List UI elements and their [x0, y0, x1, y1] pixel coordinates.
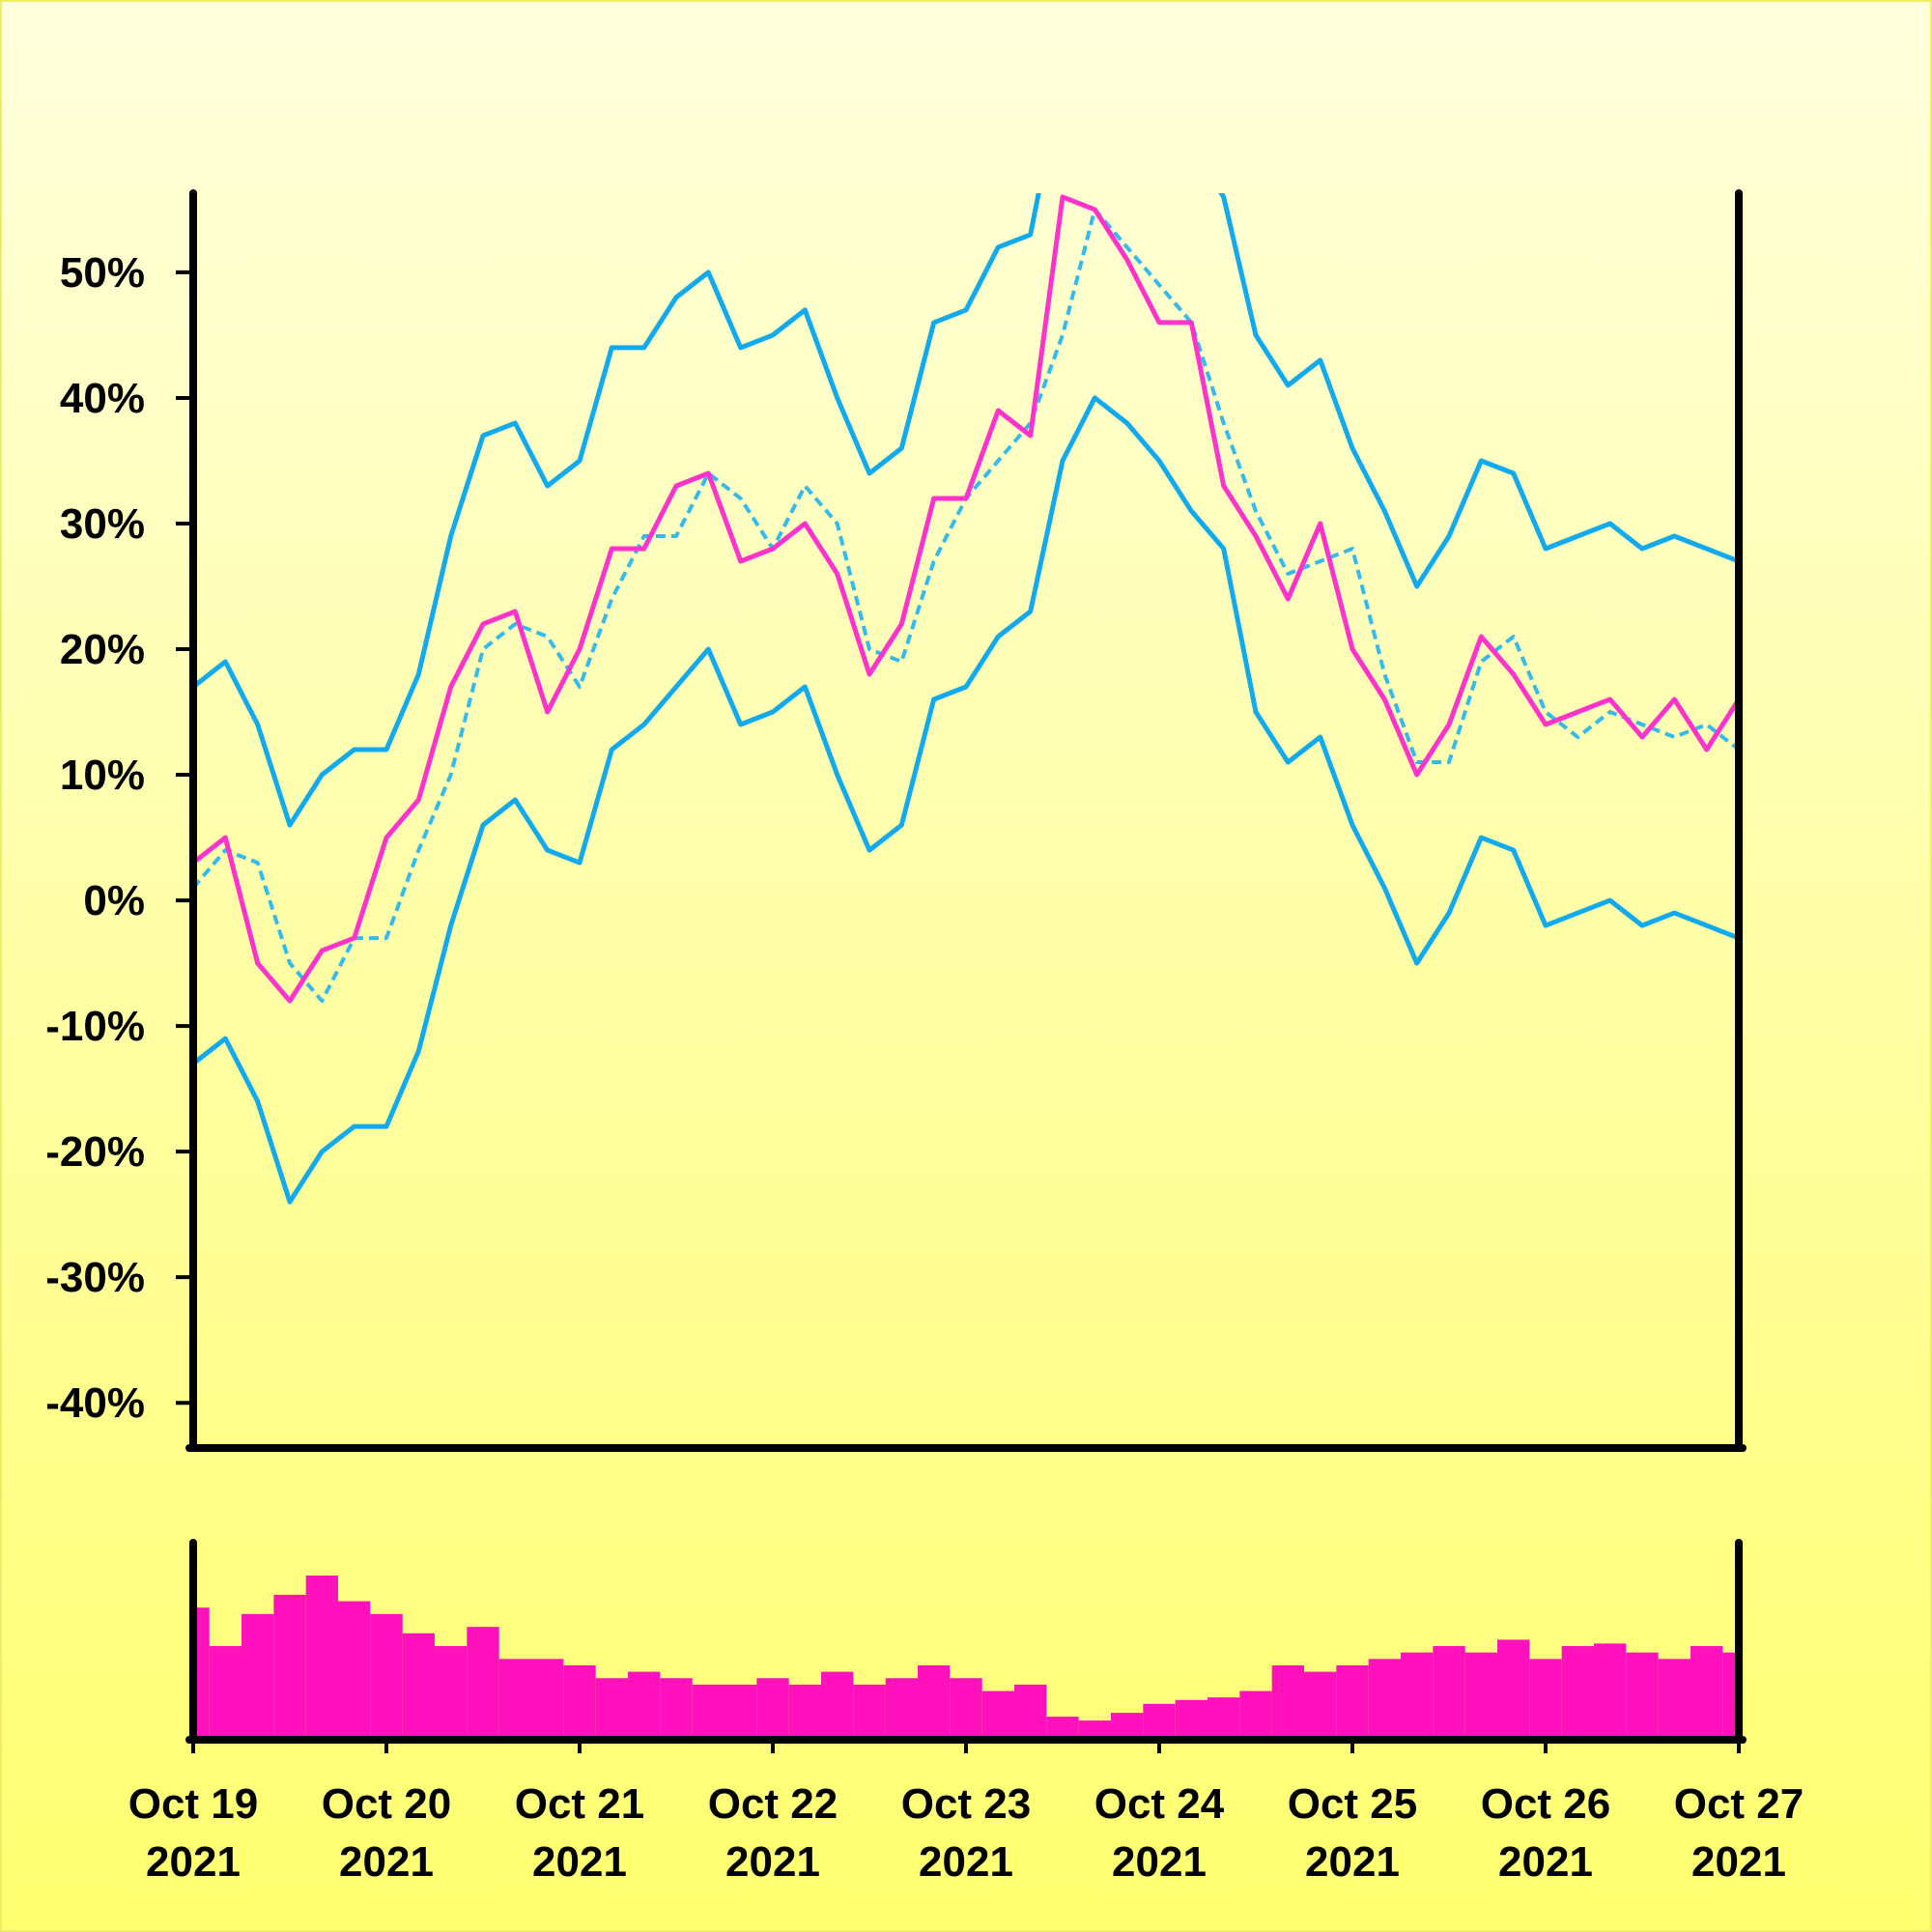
- volume-bar: [1046, 1717, 1079, 1736]
- y-tick-label: 40%: [60, 375, 145, 422]
- volume-bar: [1433, 1646, 1465, 1736]
- volume-bar: [692, 1684, 724, 1736]
- volume-bar: [531, 1659, 564, 1736]
- volume-bar: [402, 1633, 435, 1736]
- y-tick-label: -40%: [45, 1379, 145, 1427]
- y-tick-label: -20%: [45, 1128, 145, 1176]
- volume-bar: [338, 1601, 371, 1736]
- volume-bar: [1690, 1646, 1723, 1736]
- volume-bar: [1143, 1703, 1176, 1736]
- volume-bar: [853, 1684, 886, 1736]
- volume-bar: [563, 1664, 596, 1736]
- y-tick-label: 20%: [60, 626, 145, 673]
- volume-bar: [273, 1594, 306, 1736]
- volume-bar: [821, 1671, 854, 1736]
- volume-bar: [1239, 1690, 1272, 1736]
- x-tick-label: Oct 24 2021: [1094, 1780, 1225, 1886]
- volume-bar: [628, 1671, 661, 1736]
- y-tick-label: 10%: [60, 752, 145, 799]
- series-line: [193, 194, 1739, 1004]
- volume-bar: [1304, 1671, 1337, 1736]
- y-tick-label: -10%: [45, 1003, 145, 1050]
- volume-bar: [1497, 1639, 1530, 1736]
- volume-bar: [1111, 1713, 1144, 1736]
- volume-bar: [305, 1576, 338, 1736]
- volume-bar: [435, 1646, 468, 1736]
- x-tick-label: Oct 23 2021: [901, 1780, 1032, 1886]
- volume-bar: [1594, 1643, 1627, 1736]
- volume-bar: [1336, 1664, 1369, 1736]
- volume-bar: [1561, 1646, 1594, 1736]
- x-tick-label: Oct 27 2021: [1674, 1780, 1804, 1886]
- y-tick-label: 30%: [60, 500, 145, 548]
- volume-bar: [981, 1690, 1014, 1736]
- volume-bar: [1078, 1720, 1111, 1736]
- volume-bar: [1014, 1684, 1047, 1736]
- volume-bar: [950, 1678, 982, 1736]
- volume-bar: [1464, 1652, 1497, 1736]
- y-tick-label: 0%: [83, 877, 145, 924]
- volume-bar: [1208, 1697, 1240, 1736]
- volume-bar: [1401, 1652, 1434, 1736]
- volume-bar: [1271, 1664, 1304, 1736]
- x-tick-label: Oct 19 2021: [128, 1780, 259, 1886]
- volume-bar: [595, 1678, 628, 1736]
- x-tick-label: Oct 25 2021: [1288, 1780, 1418, 1886]
- volume-bar: [209, 1646, 242, 1736]
- x-tick-label: Oct 26 2021: [1481, 1780, 1611, 1886]
- volume-bar: [242, 1613, 274, 1736]
- volume-bar: [788, 1684, 821, 1736]
- volume-bar: [1368, 1659, 1401, 1736]
- volume-bar: [1658, 1659, 1690, 1736]
- x-tick-label: Oct 20 2021: [322, 1780, 452, 1886]
- volume-bar: [467, 1627, 499, 1736]
- volume-bar: [370, 1613, 403, 1736]
- volume-bar: [885, 1678, 918, 1736]
- y-tick-label: 50%: [60, 249, 145, 297]
- series-line: [193, 207, 1739, 1004]
- volume-bars: [193, 1576, 1739, 1736]
- volume-bar: [1722, 1652, 1739, 1736]
- series-line: [193, 193, 1739, 828]
- y-tick-label: -30%: [45, 1254, 145, 1301]
- lines: [193, 193, 1739, 1205]
- volume-bar: [756, 1678, 789, 1736]
- volume-bar: [1626, 1652, 1659, 1736]
- volume-bar: [660, 1678, 693, 1736]
- volume-bar: [1175, 1699, 1208, 1736]
- volume-bar: [498, 1659, 531, 1736]
- x-tick-label: Oct 22 2021: [708, 1780, 838, 1886]
- volume-bar: [193, 1607, 210, 1736]
- volume-bar: [918, 1664, 951, 1736]
- series-line: [193, 395, 1739, 1205]
- volume-bar: [1529, 1659, 1562, 1736]
- x-tick-label: Oct 21 2021: [515, 1780, 645, 1886]
- volume-bar: [724, 1684, 757, 1736]
